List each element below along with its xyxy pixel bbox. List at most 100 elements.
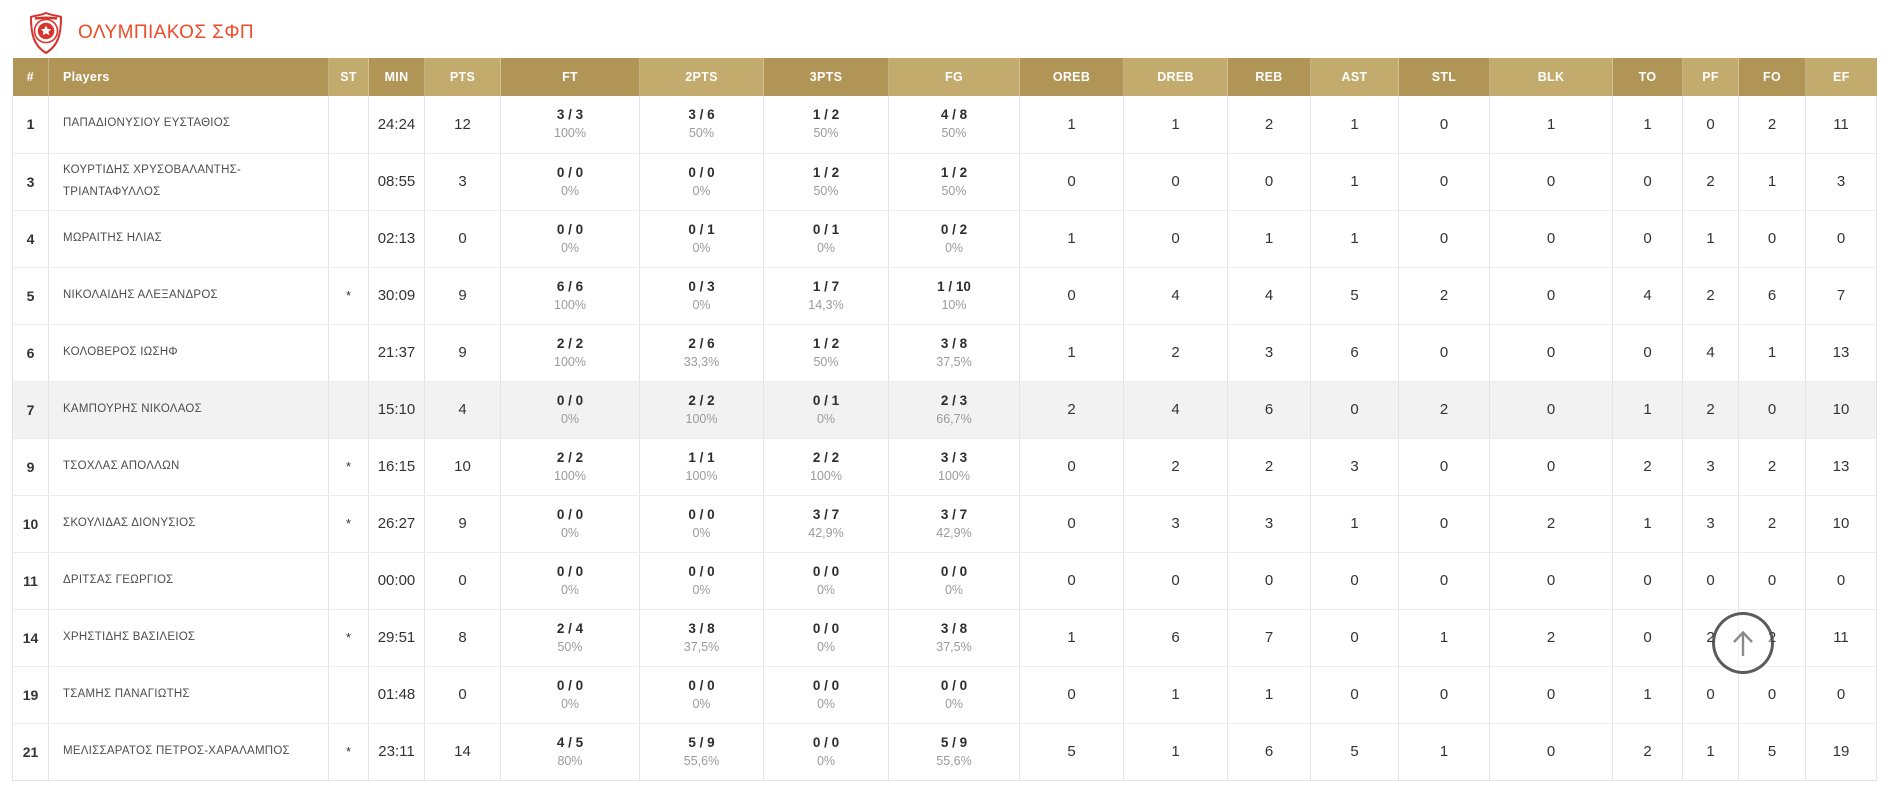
starter-flag [328, 552, 369, 610]
player-name[interactable]: ΧΡΗΣΤΙΔΗΣ ΒΑΣΙΛΕΙΟΣ [48, 609, 329, 667]
2pts-cell: 0 / 3 0% [639, 267, 764, 325]
2pts-made-attempted: 2 / 2 [688, 392, 715, 408]
column-header-to: TO [1612, 58, 1683, 96]
2pts-cell: 3 / 8 37,5% [639, 609, 764, 667]
minutes-value: 26:27 [368, 495, 425, 553]
3pts-percentage: 0% [816, 696, 836, 711]
ast-value: 1 [1310, 210, 1399, 268]
player-name[interactable]: ΤΣΑΜΗΣ ΠΑΝΑΓΙΩΤΗΣ [48, 666, 329, 724]
ft-percentage: 100% [554, 354, 586, 369]
player-name[interactable]: ΜΕΛΙΣΣΑΡΑΤΟΣ ΠΕΤΡΟΣ-ΧΑΡΑΛΑΜΠΟΣ [48, 723, 329, 781]
blk-value: 0 [1489, 324, 1613, 382]
ft-made-attempted: 2 / 4 [556, 620, 584, 636]
starter-flag: * [328, 267, 369, 325]
stl-value: 1 [1398, 609, 1490, 667]
reb-value: 7 [1227, 609, 1311, 667]
3pts-percentage: 42,9% [808, 525, 844, 540]
fg-cell: 0 / 2 0% [888, 210, 1020, 268]
player-name[interactable]: ΚΑΜΠΟΥΡΗΣ ΝΙΚΟΛΑΟΣ [48, 381, 329, 439]
player-name[interactable]: ΚΟΥΡΤΙΔΗΣ ΧΡΥΣΟΒΑΛΑΝΤΗΣ-ΤΡΙΑΝΤΑΦΥΛΛΟΣ [48, 153, 329, 211]
scroll-to-top-button[interactable] [1712, 612, 1774, 674]
ft-made-attempted: 0 / 0 [556, 563, 584, 579]
table-row: 11 ΔΡΙΤΣΑΣ ΓΕΩΡΓΙΟΣ 00:00 0 0 / 0 0% 0 /… [12, 552, 1877, 610]
points-value: 9 [424, 324, 501, 382]
reb-value: 3 [1227, 324, 1311, 382]
2pts-made-attempted: 2 / 6 [688, 335, 715, 351]
column-header-ast: AST [1310, 58, 1399, 96]
blk-value: 2 [1489, 609, 1613, 667]
player-name[interactable]: ΤΣΟΧΛΑΣ ΑΠΟΛΛΩΝ [48, 438, 329, 496]
ef-value: 13 [1805, 438, 1877, 496]
minutes-value: 15:10 [368, 381, 425, 439]
pf-value: 3 [1682, 495, 1739, 553]
reb-value: 2 [1227, 96, 1311, 154]
3pts-made-attempted: 1 / 2 [812, 164, 840, 180]
minutes-value: 02:13 [368, 210, 425, 268]
points-value: 0 [424, 666, 501, 724]
2pts-made-attempted: 0 / 3 [688, 278, 715, 294]
fg-percentage: 37,5% [936, 639, 972, 654]
fo-value: 1 [1738, 153, 1806, 211]
2pts-cell: 2 / 6 33,3% [639, 324, 764, 382]
blk-value: 0 [1489, 552, 1613, 610]
reb-value: 1 [1227, 210, 1311, 268]
player-name[interactable]: ΣΚΟΥΛΙΔΑΣ ΔΙΟΝΥΣΙΟΣ [48, 495, 329, 553]
column-header-reb: REB [1227, 58, 1311, 96]
ast-value: 0 [1310, 552, 1399, 610]
player-name[interactable]: ΝΙΚΟΛΑΙΔΗΣ ΑΛΕΞΑΝΔΡΟΣ [48, 267, 329, 325]
stl-value: 2 [1398, 267, 1490, 325]
player-number: 19 [12, 666, 49, 724]
reb-value: 4 [1227, 267, 1311, 325]
fg-percentage: 100% [938, 468, 970, 483]
3pts-cell: 0 / 0 0% [763, 552, 889, 610]
ft-cell: 0 / 0 0% [500, 666, 640, 724]
ft-cell: 2 / 2 100% [500, 324, 640, 382]
starter-flag: * [328, 723, 369, 781]
minutes-value: 24:24 [368, 96, 425, 154]
column-header-players: Players [48, 58, 329, 96]
fg-cell: 5 / 9 55,6% [888, 723, 1020, 781]
player-name[interactable]: ΜΩΡΑΙΤΗΣ ΗΛΙΑΣ [48, 210, 329, 268]
starter-flag: * [328, 438, 369, 496]
to-value: 0 [1612, 552, 1683, 610]
fg-made-attempted: 1 / 10 [937, 278, 971, 294]
column-header-st: ST [328, 58, 369, 96]
dreb-value: 2 [1123, 438, 1228, 496]
3pts-percentage: 50% [813, 354, 839, 369]
ft-cell: 6 / 6 100% [500, 267, 640, 325]
table-row: 9 ΤΣΟΧΛΑΣ ΑΠΟΛΛΩΝ * 16:15 10 2 / 2 100% … [12, 438, 1877, 496]
starter-flag: * [328, 609, 369, 667]
reb-value: 0 [1227, 153, 1311, 211]
ft-cell: 0 / 0 0% [500, 495, 640, 553]
blk-value: 0 [1489, 723, 1613, 781]
2pts-percentage: 0% [692, 240, 711, 255]
2pts-cell: 3 / 6 50% [639, 96, 764, 154]
fg-percentage: 50% [941, 126, 967, 141]
up-arrow-icon [1733, 630, 1753, 656]
player-name[interactable]: ΚΟΛΟΒΕΡΟΣ ΙΩΣΗΦ [48, 324, 329, 382]
dreb-value: 1 [1123, 666, 1228, 724]
minutes-value: 01:48 [368, 666, 425, 724]
page-header: ΟΛΥΜΠΙΑΚΟΣ ΣΦΠ [0, 0, 1890, 58]
3pts-made-attempted: 0 / 1 [812, 392, 840, 408]
page-title: ΟΛΥΜΠΙΑΚΟΣ ΣΦΠ [78, 22, 255, 43]
2pts-cell: 0 / 0 0% [639, 666, 764, 724]
fg-made-attempted: 3 / 8 [940, 620, 968, 636]
to-value: 0 [1612, 210, 1683, 268]
oreb-value: 1 [1019, 324, 1124, 382]
ast-value: 6 [1310, 324, 1399, 382]
3pts-made-attempted: 0 / 1 [812, 221, 840, 237]
blk-value: 0 [1489, 210, 1613, 268]
2pts-cell: 5 / 9 55,6% [639, 723, 764, 781]
player-name[interactable]: ΔΡΙΤΣΑΣ ΓΕΩΡΓΙΟΣ [48, 552, 329, 610]
to-value: 1 [1612, 381, 1683, 439]
oreb-value: 0 [1019, 438, 1124, 496]
stl-value: 0 [1398, 324, 1490, 382]
player-number: 10 [12, 495, 49, 553]
player-name[interactable]: ΠΑΠΑΔΙΟΝΥΣΙΟΥ ΕΥΣΤΑΘΙΟΣ [48, 96, 329, 154]
oreb-value: 0 [1019, 666, 1124, 724]
ast-value: 0 [1310, 609, 1399, 667]
points-value: 10 [424, 438, 501, 496]
column-header-ef: EF [1805, 58, 1877, 96]
fg-percentage: 66,7% [936, 411, 972, 426]
